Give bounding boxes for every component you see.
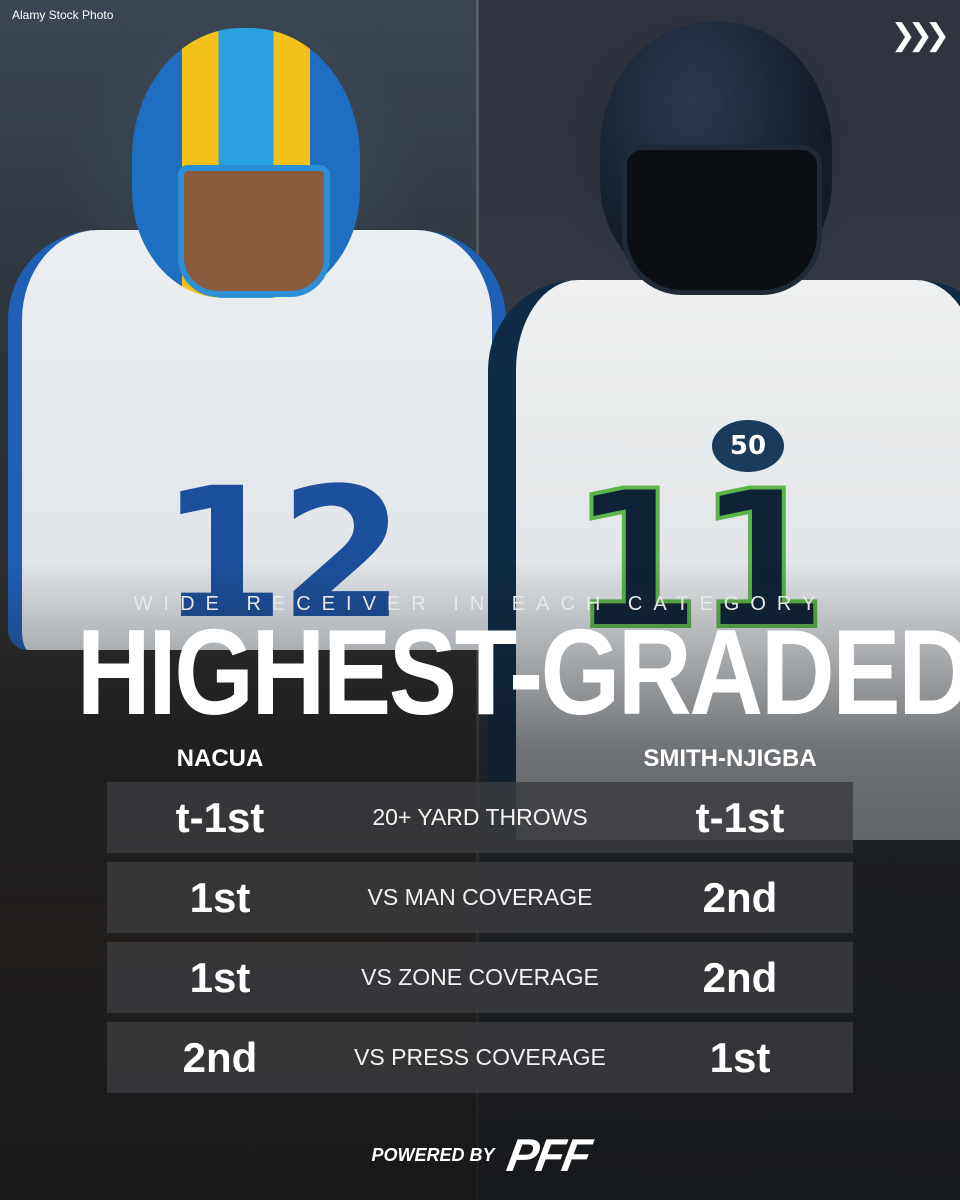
left-player-rank: t-1st bbox=[175, 794, 265, 841]
seahawks-visor bbox=[622, 145, 822, 295]
comparison-row: t-1st 20+ YARD THROWS t-1st bbox=[107, 782, 853, 853]
category-label: VS MAN COVERAGE bbox=[367, 884, 593, 910]
pff-logo: PFF bbox=[503, 1129, 594, 1181]
graphic-subtitle: WIDE RECEIVER IN EACH CATEGORY bbox=[133, 593, 827, 615]
comparison-row: 2nd VS PRESS COVERAGE 1st bbox=[107, 1022, 853, 1093]
right-player-rank: 1st bbox=[709, 1034, 771, 1081]
rams-facemask bbox=[178, 165, 330, 297]
comparison-table: t-1st 20+ YARD THROWS t-1st 1st VS MAN C… bbox=[107, 782, 853, 1102]
left-player-rank: 2nd bbox=[182, 1034, 258, 1081]
right-player-rank: 2nd bbox=[702, 874, 778, 921]
player-name-right: SMITH-NJIGBA bbox=[643, 745, 817, 772]
powered-by-label: POWERED BY bbox=[371, 1144, 495, 1165]
category-label: VS PRESS COVERAGE bbox=[354, 1044, 606, 1070]
graphic-title: HIGHEST-GRADED bbox=[76, 604, 960, 740]
footer-branding: POWERED BY PFF bbox=[0, 1128, 960, 1182]
photo-credit: Alamy Stock Photo bbox=[12, 8, 114, 22]
category-label: 20+ YARD THROWS bbox=[372, 804, 588, 830]
left-player-rank: 1st bbox=[189, 874, 251, 921]
comparison-row: 1st VS ZONE COVERAGE 2nd bbox=[107, 942, 853, 1013]
anniversary-patch: 50 bbox=[712, 420, 784, 472]
right-player-rank: t-1st bbox=[695, 794, 785, 841]
player-name-left: NACUA bbox=[176, 745, 264, 772]
comparison-row: 1st VS MAN COVERAGE 2nd bbox=[107, 862, 853, 933]
left-player-rank: 1st bbox=[189, 954, 251, 1001]
right-player-rank: 2nd bbox=[702, 954, 778, 1001]
category-label: VS ZONE COVERAGE bbox=[361, 964, 599, 990]
triple-chevron-right-icon[interactable]: ❯❯❯ bbox=[890, 18, 950, 53]
